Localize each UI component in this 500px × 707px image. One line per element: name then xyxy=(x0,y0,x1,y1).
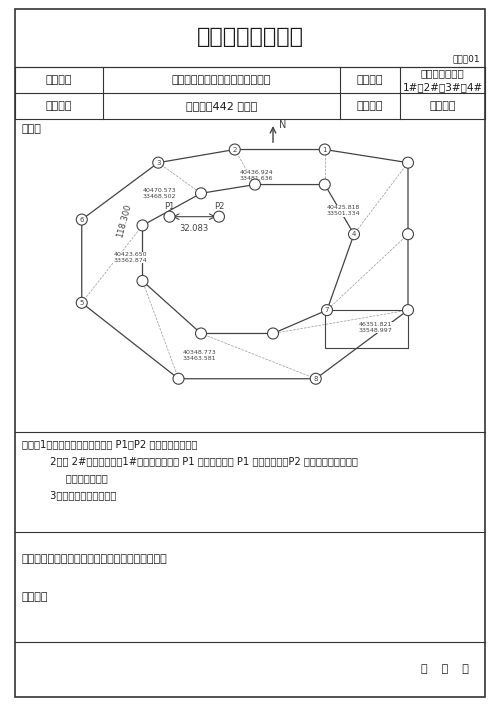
Circle shape xyxy=(320,179,330,190)
Circle shape xyxy=(76,214,88,225)
Text: 说明：1、通过图纸提供坐标测出 P1、P2 控制点进行放样。: 说明：1、通过图纸提供坐标测出 P1、P2 控制点进行放样。 xyxy=(22,439,198,449)
Text: 46351.821
33548.997: 46351.821 33548.997 xyxy=(358,322,392,333)
Text: 1: 1 xyxy=(322,146,327,153)
Text: 8: 8 xyxy=(314,375,318,382)
Circle shape xyxy=(310,373,321,384)
Circle shape xyxy=(137,220,148,231)
Text: 年    月    日: 年 月 日 xyxy=(421,664,469,674)
Text: 极坐标法: 极坐标法 xyxy=(429,101,456,111)
Text: 4: 4 xyxy=(352,231,356,238)
Text: 甲方提供控制点: 甲方提供控制点 xyxy=(420,68,465,78)
Text: 7: 7 xyxy=(325,307,329,313)
Text: 40423.650
33362.874: 40423.650 33362.874 xyxy=(113,252,147,263)
Text: 118.300: 118.300 xyxy=(116,203,134,238)
Text: 工程定位测量记录: 工程定位测量记录 xyxy=(196,27,304,47)
Text: 6: 6 xyxy=(80,216,84,223)
Text: 护桩各桩位点。: 护桩各桩位点。 xyxy=(22,473,108,483)
Circle shape xyxy=(196,328,206,339)
Circle shape xyxy=(402,305,413,315)
Text: 施工单位：河南省地矿建设工程（集团）有限公司: 施工单位：河南省地矿建设工程（集团）有限公司 xyxy=(22,554,168,564)
Circle shape xyxy=(402,228,413,240)
Text: 40425.818
33501.334: 40425.818 33501.334 xyxy=(327,205,360,216)
Text: 使用仪器: 使用仪器 xyxy=(46,101,72,111)
Text: 40348.773
33463.581: 40348.773 33463.581 xyxy=(183,350,217,361)
Circle shape xyxy=(153,157,164,168)
Text: 40436.924
33481.636: 40436.924 33481.636 xyxy=(240,170,273,182)
Text: P2: P2 xyxy=(214,202,224,211)
Circle shape xyxy=(214,211,224,222)
Circle shape xyxy=(164,211,175,222)
Circle shape xyxy=(320,144,330,155)
Circle shape xyxy=(137,276,148,286)
Circle shape xyxy=(348,228,360,240)
Circle shape xyxy=(250,179,260,190)
Text: 控制方法: 控制方法 xyxy=(357,101,384,111)
Text: 32.083: 32.083 xyxy=(180,224,209,233)
Text: 编号：01: 编号：01 xyxy=(452,54,480,64)
Text: 主测者：: 主测者： xyxy=(22,592,48,602)
Text: P1: P1 xyxy=(164,202,174,211)
Circle shape xyxy=(229,144,240,155)
Text: 40470.573
33468.502: 40470.573 33468.502 xyxy=(142,188,176,199)
Text: 3、附：各桩位点坐标。: 3、附：各桩位点坐标。 xyxy=(22,490,116,500)
Circle shape xyxy=(196,188,206,199)
Circle shape xyxy=(402,157,413,168)
Text: 科力达一442 全站仪: 科力达一442 全站仪 xyxy=(186,101,257,111)
Text: 工程名称: 工程名称 xyxy=(46,75,72,85)
Text: 定位依据: 定位依据 xyxy=(357,75,384,85)
Text: 草图：: 草图： xyxy=(22,124,42,134)
Text: 5: 5 xyxy=(80,300,84,306)
Text: N: N xyxy=(279,120,286,130)
Text: 2、以 2#点为摆站点，1#点为后视，测出 P1 坐标，通过以 P1 点为摆站点，P2 点为后视点，放样支: 2、以 2#点为摆站点，1#点为后视，测出 P1 坐标，通过以 P1 点为摆站点… xyxy=(22,456,358,466)
Text: 1#、2#、3#、4#: 1#、2#、3#、4# xyxy=(402,82,482,92)
Text: 2: 2 xyxy=(232,146,237,153)
Text: 安徽商之都蚌埠项目基坑支护工程: 安徽商之都蚌埠项目基坑支护工程 xyxy=(172,75,271,85)
Circle shape xyxy=(76,298,88,308)
Circle shape xyxy=(173,373,184,384)
Text: 3: 3 xyxy=(156,160,160,165)
Circle shape xyxy=(268,328,278,339)
Circle shape xyxy=(322,305,332,315)
